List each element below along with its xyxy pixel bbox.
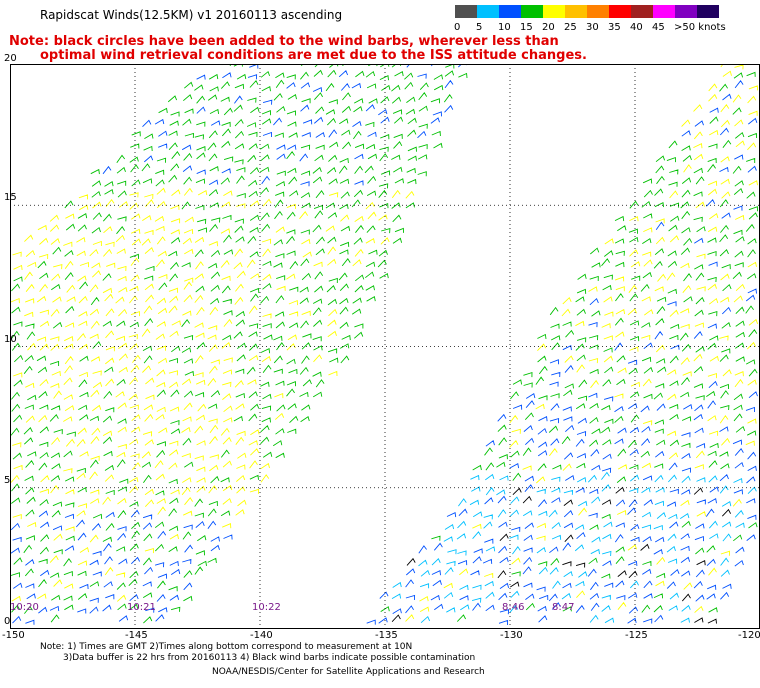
colorbar-swatch <box>653 5 675 18</box>
lat-tick-label: 15 <box>4 192 17 204</box>
colorbar-swatch <box>455 5 477 18</box>
wind-barbs <box>380 71 758 622</box>
colorbar-swatch <box>587 5 609 18</box>
lon-tick-label: -145 <box>125 630 148 641</box>
pass-time-label: 8:47 <box>552 602 575 613</box>
lat-tick-label: 20 <box>4 53 17 64</box>
colorbar-swatch <box>477 5 499 18</box>
colorbar-swatch <box>631 5 653 18</box>
colorbar-label: 45 <box>652 22 665 33</box>
colorbar-label: 20 <box>542 22 555 33</box>
colorbar-swatch <box>697 5 719 18</box>
footer-credit: NOAA/NESDIS/Center for Satellite Applica… <box>212 667 485 677</box>
colorbar-swatch <box>499 5 521 18</box>
colorbar-label: 10 <box>498 22 511 33</box>
chart-title: Rapidscat Winds(12.5KM) v1 20160113 asce… <box>40 8 343 22</box>
lat-tick-label: 5 <box>4 474 11 486</box>
wind-barbs <box>391 471 757 624</box>
colorbar-label: 15 <box>520 22 533 33</box>
wind-barbs <box>10 187 415 602</box>
wind-map <box>10 64 760 629</box>
footer-note-1: Note: 1) Times are GMT 2)Times along bot… <box>40 642 413 652</box>
lat-lon-grid <box>10 64 760 629</box>
wind-barbs <box>10 64 468 625</box>
pass-time-label: 10:21 <box>127 602 156 613</box>
colorbar-swatch <box>521 5 543 18</box>
colorbar-label: 40 <box>630 22 643 33</box>
lat-tick-label: 0 <box>4 616 11 627</box>
lon-tick-label: -120 <box>738 630 760 641</box>
lon-tick-label: -140 <box>250 630 273 641</box>
lon-tick-label: -130 <box>500 630 523 641</box>
note-line-1: Note: black circles have been added to t… <box>9 34 559 49</box>
wind-barb-swaths <box>10 64 759 626</box>
eastern-swath <box>366 64 759 626</box>
colorbar-label: >50 knots <box>674 22 726 33</box>
colorbar-label: 30 <box>586 22 599 33</box>
pass-time-label: 8:46 <box>502 602 525 613</box>
colorbar-swatch <box>609 5 631 18</box>
lon-tick-label: -135 <box>375 630 398 641</box>
lat-tick-label: 10 <box>4 333 17 345</box>
note-line-2: optimal wind retrieval conditions are me… <box>40 48 587 63</box>
western-swath <box>10 64 468 625</box>
colorbar-label: 0 <box>454 22 461 33</box>
lon-tick-label: -125 <box>625 630 648 641</box>
wind-barbs <box>391 486 731 624</box>
colorbar-label: 25 <box>564 22 577 33</box>
colorbar-swatch <box>565 5 587 18</box>
pass-time-label: 10:22 <box>252 602 281 613</box>
colorbar-label: 5 <box>476 22 483 33</box>
wind-barbs <box>10 64 468 624</box>
pass-time-label: 10:20 <box>10 602 39 613</box>
footer-note-2: 3)Data buffer is 22 hrs from 20160113 4)… <box>63 653 476 663</box>
colorbar-label: 35 <box>608 22 621 33</box>
wind-barbs <box>366 64 758 626</box>
colorbar-swatch <box>675 5 697 18</box>
colorbar-swatch <box>543 5 565 18</box>
lon-tick-label: -150 <box>2 630 25 641</box>
wind-barbs <box>405 64 759 622</box>
